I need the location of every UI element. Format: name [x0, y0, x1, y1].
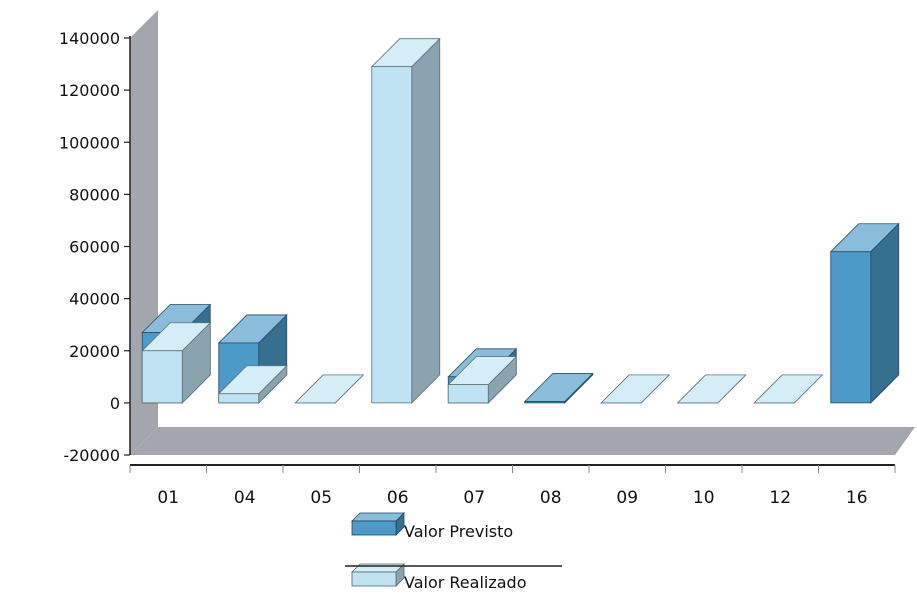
legend-swatch-top	[351, 512, 405, 522]
chart-bars	[141, 37, 900, 404]
x-tick-label: 05	[310, 488, 332, 508]
y-tick-label: 0	[110, 394, 120, 413]
x-tick-label: 07	[463, 488, 485, 508]
bar-valor-previsto	[523, 372, 594, 404]
y-tick-label: 80000	[69, 185, 120, 204]
y-tick-label: -20000	[63, 446, 120, 465]
bar-valor-realizado	[753, 374, 824, 404]
floor	[130, 427, 915, 455]
x-tick-label: 01	[157, 488, 179, 508]
bar-front-face	[141, 350, 183, 404]
bar-top-face	[523, 373, 594, 402]
bar-valor-realizado	[217, 364, 288, 404]
bar-side-face	[411, 37, 441, 404]
bar-front-face	[524, 401, 566, 404]
bar-side-face	[870, 222, 900, 404]
chart-axes: -20000 0 20000 40000 60000 80000 100000 120000 1…	[59, 29, 896, 508]
bar-top-face	[600, 374, 671, 404]
bar-valor-realizado	[600, 374, 671, 404]
legend-item: Valor Previsto	[351, 512, 513, 541]
x-tick-label: 06	[387, 488, 409, 508]
bar-front-face	[371, 66, 413, 404]
bar-top-face	[676, 374, 747, 404]
chart-walls	[130, 10, 915, 455]
x-tick-label: 16	[846, 488, 868, 508]
y-tick-label: 140000	[59, 29, 120, 48]
legend-swatch	[351, 571, 397, 587]
bar-valor-realizado	[141, 321, 212, 404]
y-tick-label: 100000	[59, 133, 120, 152]
legend-swatch	[351, 520, 397, 536]
x-tick-label: 10	[693, 488, 715, 508]
y-tick-label: 20000	[69, 342, 120, 361]
bar-front-face	[830, 251, 872, 404]
legend-swatch-top	[351, 563, 405, 573]
y-tick-label: 40000	[69, 290, 120, 309]
bar-valor-realizado	[294, 374, 365, 404]
bar-top-face	[294, 374, 365, 404]
bar-valor-realizado	[676, 374, 747, 404]
y-tick-label: 60000	[69, 238, 120, 257]
x-tick-label: 08	[540, 488, 562, 508]
bar-top-face	[753, 374, 824, 404]
bar-front-face	[447, 384, 489, 404]
legend-label: Valor Previsto	[404, 522, 513, 541]
legend-item: Valor Realizado	[351, 563, 527, 592]
x-tick-label: 04	[234, 488, 256, 508]
x-tick-label: 09	[616, 488, 638, 508]
bar-front-face	[218, 393, 260, 404]
x-tick-label: 12	[769, 488, 791, 508]
legend-label: Valor Realizado	[404, 573, 527, 592]
bar-valor-previsto	[829, 222, 900, 404]
bar-valor-realizado	[370, 37, 441, 404]
y-tick-label: 120000	[59, 81, 120, 100]
chart-legend: Valor Previsto Valor Realizado	[345, 512, 562, 592]
bar-valor-realizado	[447, 355, 518, 404]
